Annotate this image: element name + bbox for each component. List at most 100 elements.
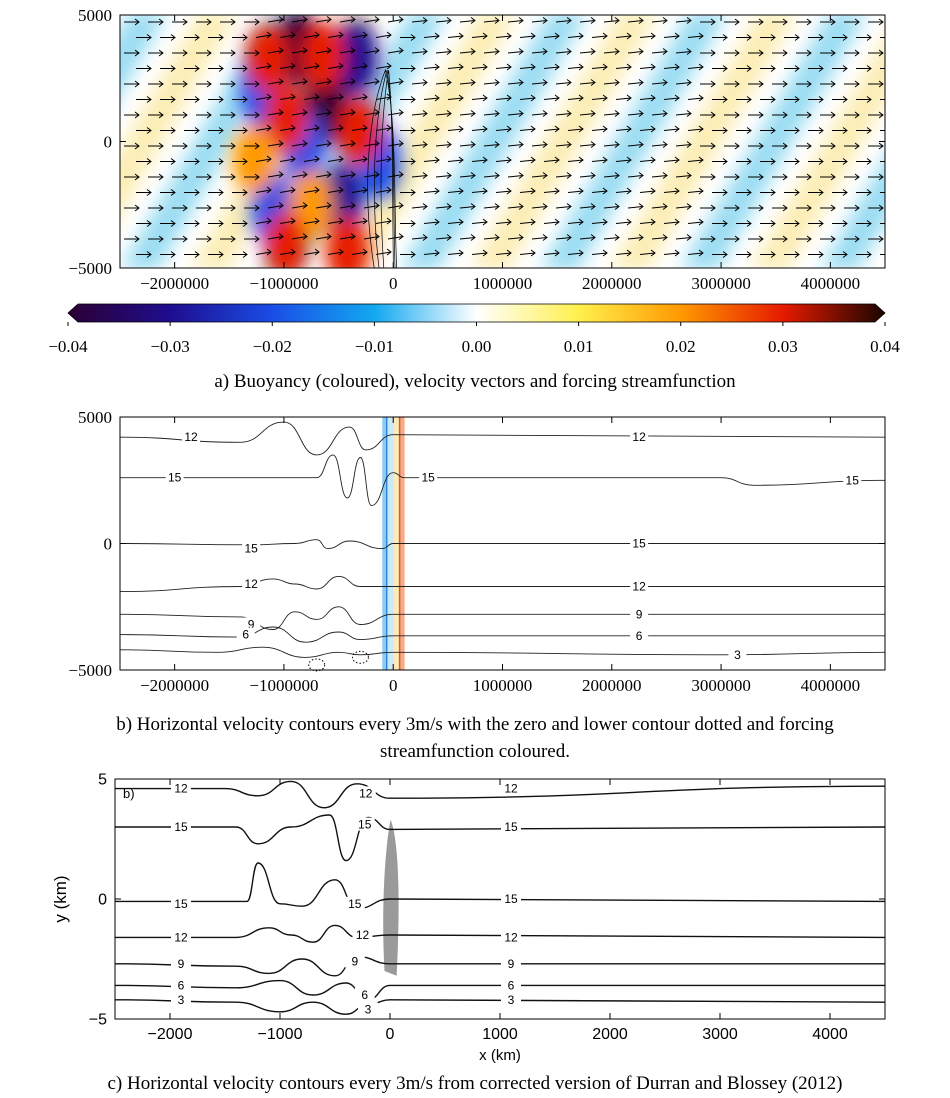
velocity-arrowhead: [206, 80, 212, 88]
velocity-arrowhead: [830, 204, 836, 212]
velocity-arrowhead: [650, 156, 656, 164]
velocity-arrow: [519, 97, 536, 100]
contour-label-bg: [630, 579, 649, 593]
velocity-arrow: [639, 190, 656, 193]
velocity-arrowhead: [722, 96, 728, 103]
velocity-arrow: [687, 97, 704, 100]
velocity-arrowhead: [350, 16, 356, 23]
x-tick-label: 2000000: [582, 274, 642, 293]
velocity-arrow: [567, 221, 584, 224]
velocity-arrowhead: [638, 234, 644, 241]
velocity-arrowhead: [326, 202, 332, 209]
velocity-arrowhead: [614, 172, 620, 179]
velocity-arrowhead: [518, 48, 524, 55]
velocity-arrowhead: [278, 171, 284, 178]
x-tick-label: 1000000: [473, 676, 533, 695]
velocity-arrow: [483, 51, 500, 54]
velocity-arrow: [531, 113, 548, 116]
velocity-arrowhead: [542, 203, 548, 210]
panel-b-axes: −2000000 −1000000 0 1000000 2000000 3000000 40…: [68, 408, 885, 695]
velocity-arrow: [435, 20, 452, 23]
velocity-arrow: [567, 35, 584, 38]
velocity-arrowhead: [242, 158, 248, 165]
velocity-arrowhead: [410, 189, 416, 196]
velocity-arrowhead: [470, 17, 476, 24]
velocity-arrowhead: [818, 220, 824, 227]
warm-anomaly: [232, 125, 277, 194]
contour-label-bg: [630, 628, 649, 642]
velocity-arrowhead: [915, 128, 919, 134]
velocity-arrow: [639, 221, 656, 224]
velocity-arrowhead: [230, 235, 236, 243]
velocity-arrowhead: [266, 217, 272, 225]
velocity-arrowhead: [674, 218, 680, 226]
contour-label: 3: [508, 993, 515, 1007]
contour-label-bg: [236, 627, 255, 641]
velocity-arrow: [447, 252, 464, 255]
velocity-arrow: [267, 236, 284, 240]
velocity-arrowhead: [698, 218, 704, 226]
velocity-arrowhead: [746, 251, 752, 258]
velocity-arrowhead: [266, 124, 272, 132]
velocity-arrowhead: [614, 234, 620, 241]
velocity-arrowhead: [434, 156, 440, 164]
contour-line-15: [115, 814, 886, 862]
x-tick-label: −2000: [148, 1026, 193, 1043]
contour-label: 12: [359, 786, 373, 800]
contour-label-bg: [355, 786, 376, 800]
velocity-arrow: [315, 205, 332, 209]
velocity-arrowhead: [542, 48, 548, 55]
velocity-arrowhead: [818, 127, 824, 134]
velocity-arrowhead: [170, 96, 176, 103]
velocity-arrowhead: [770, 220, 776, 227]
velocity-arrowhead: [218, 251, 224, 258]
velocity-arrowhead: [194, 34, 200, 41]
velocity-arrow: [447, 221, 464, 224]
velocity-arrow: [627, 51, 644, 54]
velocity-arrowhead: [903, 143, 907, 149]
y-tick-label: 0: [98, 892, 107, 909]
velocity-arrow: [663, 128, 680, 131]
velocity-arrow: [267, 81, 284, 85]
velocity-arrowhead: [482, 156, 488, 164]
velocity-arrowhead: [542, 234, 548, 241]
velocity-arrow: [555, 206, 572, 209]
velocity-arrow: [507, 113, 524, 116]
velocity-arrowhead: [434, 187, 440, 195]
velocity-arrowhead: [602, 156, 608, 164]
velocity-arrow: [615, 35, 632, 38]
velocity-arrow: [543, 128, 560, 131]
velocity-arrow: [519, 252, 536, 255]
velocity-arrowhead: [470, 48, 476, 55]
velocity-arrowhead: [542, 172, 548, 179]
velocity-arrowhead: [350, 109, 356, 116]
velocity-arrowhead: [578, 156, 584, 164]
velocity-arrow: [531, 237, 548, 240]
velocity-arrowhead: [458, 218, 464, 226]
velocity-arrowhead: [170, 220, 176, 227]
velocity-arrow: [351, 127, 368, 131]
velocity-arrow: [507, 82, 524, 85]
velocity-arrowhead: [866, 189, 872, 196]
wave-band: [471, 15, 657, 268]
velocity-arrow: [603, 144, 620, 147]
contour-label-bg: [501, 978, 521, 992]
velocity-arrowhead: [170, 158, 176, 165]
velocity-arrow: [291, 205, 308, 209]
velocity-arrowhead: [915, 252, 919, 258]
velocity-arrowhead: [314, 186, 320, 194]
velocity-arrowhead: [410, 251, 416, 258]
velocity-arrowhead: [578, 32, 584, 40]
y-tick-label: 5000: [78, 408, 112, 427]
velocity-arrowhead: [170, 189, 176, 196]
velocity-arrowhead: [254, 18, 260, 26]
velocity-arrowhead: [386, 186, 392, 194]
velocity-arrow: [495, 159, 512, 162]
velocity-arrowhead: [206, 111, 212, 119]
velocity-arrowhead: [254, 235, 260, 243]
velocity-arrowhead: [698, 63, 704, 71]
velocity-arrowhead: [590, 48, 596, 55]
velocity-arrowhead: [458, 125, 464, 133]
velocity-arrowhead: [218, 220, 224, 227]
velocity-arrow: [627, 175, 644, 178]
